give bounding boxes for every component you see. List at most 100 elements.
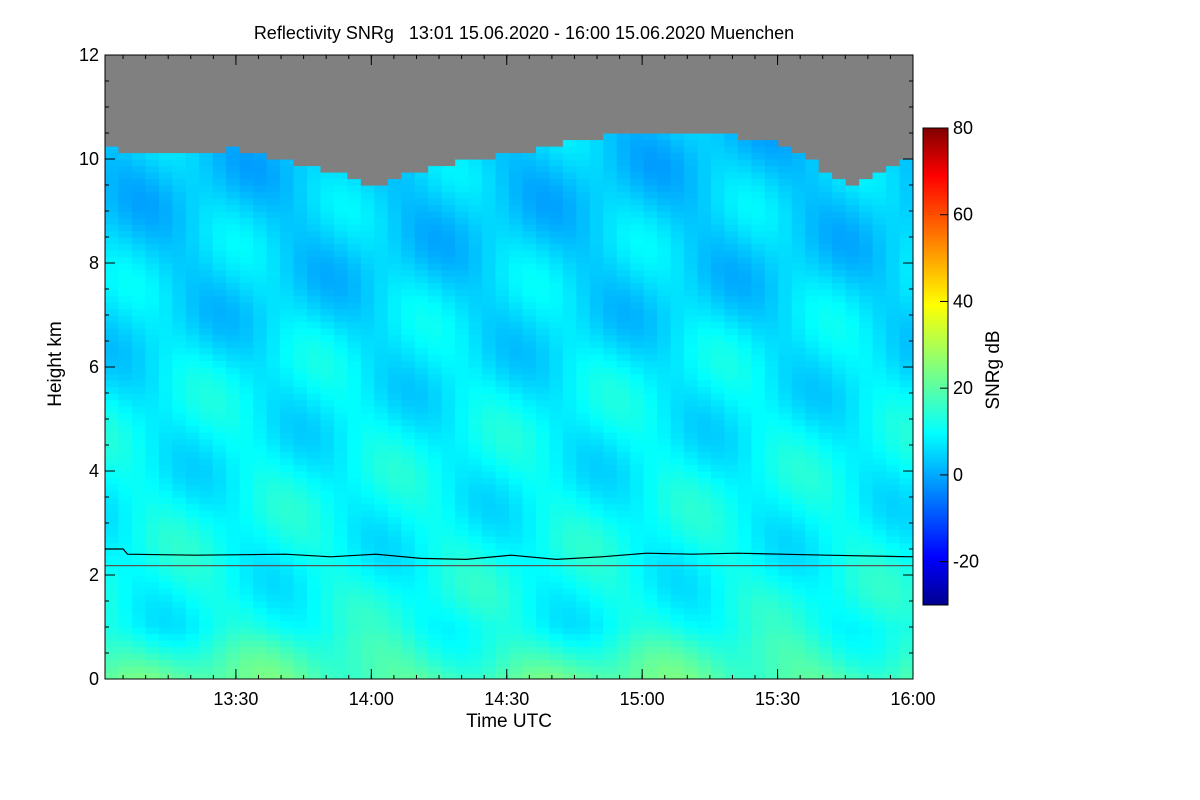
- heatmap-cell: [616, 438, 631, 446]
- heatmap-cell: [791, 406, 806, 414]
- heatmap-cell: [562, 438, 577, 446]
- heatmap-cell: [562, 373, 577, 381]
- heatmap-cell: [131, 191, 146, 199]
- heatmap-cell: [145, 334, 160, 342]
- heatmap-cell: [185, 607, 200, 615]
- heatmap-cell: [320, 133, 335, 141]
- heatmap-cell: [643, 81, 658, 89]
- heatmap-cell: [549, 575, 564, 583]
- heatmap-cell: [549, 503, 564, 511]
- heatmap-cell: [374, 269, 389, 277]
- heatmap-cell: [724, 490, 739, 498]
- heatmap-cell: [764, 295, 779, 303]
- heatmap-cell: [374, 146, 389, 154]
- heatmap-cell: [549, 516, 564, 524]
- heatmap-cell: [131, 321, 146, 329]
- heatmap-cell: [468, 607, 483, 615]
- heatmap-cell: [387, 555, 402, 563]
- heatmap-cell: [374, 354, 389, 362]
- heatmap-cell: [616, 321, 631, 329]
- heatmap-cell: [724, 178, 739, 186]
- heatmap-cell: [589, 653, 604, 661]
- heatmap-cell: [535, 503, 550, 511]
- heatmap-cell: [239, 55, 254, 63]
- heatmap-cell: [643, 386, 658, 394]
- heatmap-cell: [657, 523, 672, 531]
- heatmap-cell: [791, 373, 806, 381]
- heatmap-cell: [711, 497, 726, 505]
- heatmap-cell: [239, 633, 254, 641]
- heatmap-cell: [199, 185, 214, 193]
- heatmap-cell: [535, 477, 550, 485]
- heatmap-cell: [320, 627, 335, 635]
- heatmap-cell: [441, 510, 456, 518]
- heatmap-cell: [145, 152, 160, 160]
- heatmap-cell: [414, 146, 429, 154]
- heatmap-cell: [131, 666, 146, 674]
- heatmap-cell: [239, 263, 254, 271]
- heatmap-cell: [589, 120, 604, 128]
- heatmap-cell: [414, 185, 429, 193]
- heatmap-cell: [670, 659, 685, 667]
- heatmap-cell: [105, 250, 120, 258]
- heatmap-cell: [711, 250, 726, 258]
- heatmap-cell: [347, 347, 362, 355]
- heatmap-cell: [603, 451, 618, 459]
- heatmap-cell: [522, 133, 537, 141]
- heatmap-cell: [724, 393, 739, 401]
- heatmap-cell: [589, 523, 604, 531]
- heatmap-cell: [266, 406, 281, 414]
- heatmap-cell: [509, 575, 524, 583]
- heatmap-cell: [509, 523, 524, 531]
- heatmap-cell: [293, 620, 308, 628]
- heatmap-cell: [414, 471, 429, 479]
- heatmap-cell: [643, 393, 658, 401]
- heatmap-cell: [105, 191, 120, 199]
- heatmap-cell: [118, 100, 133, 108]
- heatmap-cell: [468, 146, 483, 154]
- heatmap-cell: [105, 386, 120, 394]
- heatmap-cell: [360, 627, 375, 635]
- heatmap-cell: [360, 425, 375, 433]
- heatmap-cell: [616, 276, 631, 284]
- heatmap-cell: [401, 354, 416, 362]
- heatmap-cell: [199, 269, 214, 277]
- heatmap-cell: [131, 276, 146, 284]
- heatmap-cell: [643, 568, 658, 576]
- heatmap-cell: [360, 178, 375, 186]
- heatmap-cell: [711, 100, 726, 108]
- heatmap-cell: [320, 204, 335, 212]
- heatmap-cell: [226, 510, 241, 518]
- heatmap-cell: [226, 484, 241, 492]
- heatmap-cell: [630, 269, 645, 277]
- heatmap-cell: [172, 588, 187, 596]
- heatmap-cell: [360, 588, 375, 596]
- heatmap-cell: [414, 81, 429, 89]
- heatmap-cell: [737, 471, 752, 479]
- heatmap-cell: [603, 646, 618, 654]
- heatmap-cell: [603, 516, 618, 524]
- heatmap-cell: [549, 601, 564, 609]
- heatmap-cell: [468, 640, 483, 648]
- heatmap-cell: [697, 133, 712, 141]
- heatmap-cell: [280, 198, 295, 206]
- heatmap-cell: [414, 289, 429, 297]
- heatmap-cell: [158, 549, 173, 557]
- heatmap-cell: [616, 308, 631, 316]
- heatmap-cell: [589, 627, 604, 635]
- heatmap-cell: [414, 211, 429, 219]
- heatmap-cell: [360, 107, 375, 115]
- heatmap-cell: [697, 659, 712, 667]
- heatmap-cell: [185, 354, 200, 362]
- heatmap-cell: [482, 250, 497, 258]
- heatmap-cell: [226, 191, 241, 199]
- heatmap-cell: [212, 549, 227, 557]
- heatmap-cell: [711, 419, 726, 427]
- heatmap-cell: [603, 672, 618, 679]
- heatmap-cell: [266, 477, 281, 485]
- heatmap-cell: [562, 315, 577, 323]
- heatmap-cell: [751, 659, 766, 667]
- heatmap-cell: [495, 607, 510, 615]
- heatmap-cell: [562, 120, 577, 128]
- heatmap-cell: [131, 282, 146, 290]
